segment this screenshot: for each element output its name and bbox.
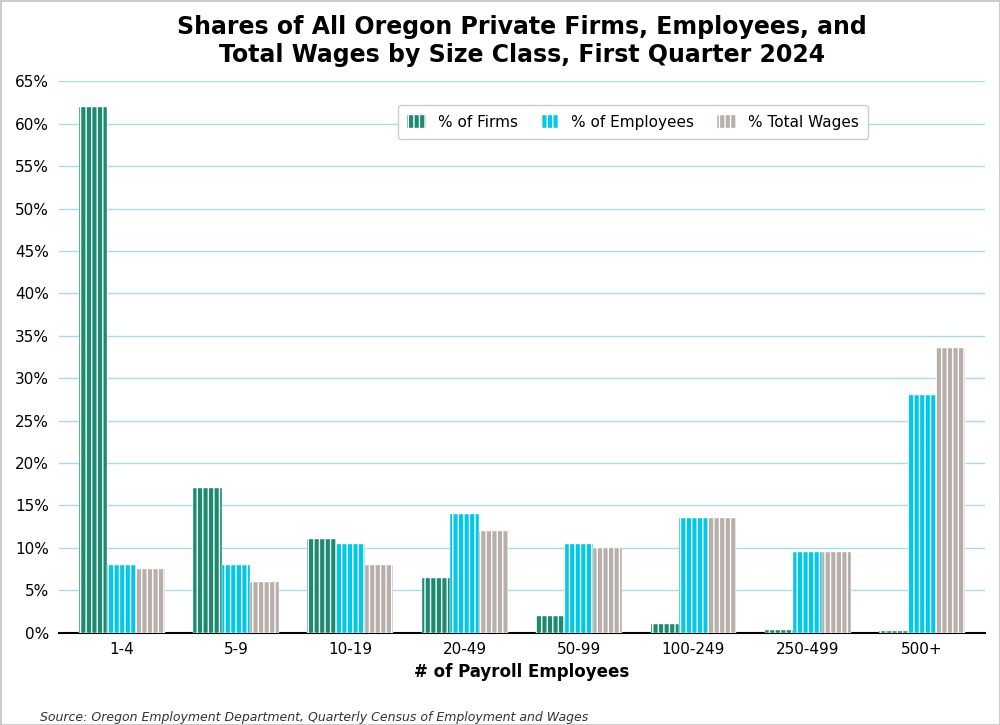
Bar [307, 539, 336, 633]
Bar [107, 565, 136, 633]
Bar [136, 569, 165, 633]
Bar [793, 552, 822, 633]
Bar [908, 395, 936, 633]
Bar [708, 518, 736, 633]
Bar [765, 630, 793, 633]
Bar [222, 565, 250, 633]
Bar [365, 565, 393, 633]
Bar [936, 349, 965, 633]
Text: Source: Oregon Employment Department, Quarterly Census of Employment and Wages: Source: Oregon Employment Department, Qu… [40, 711, 588, 724]
Bar [879, 631, 908, 633]
Bar [422, 578, 450, 633]
Bar [79, 107, 107, 633]
Bar [450, 514, 479, 633]
Bar [250, 582, 279, 633]
Bar [193, 489, 222, 633]
Bar [651, 624, 679, 633]
X-axis label: # of Payroll Employees: # of Payroll Employees [414, 663, 629, 681]
Legend: % of Firms, % of Employees, % Total Wages: % of Firms, % of Employees, % Total Wage… [398, 105, 868, 138]
Bar [593, 548, 622, 633]
Title: Shares of All Oregon Private Firms, Employees, and
Total Wages by Size Class, Fi: Shares of All Oregon Private Firms, Empl… [177, 15, 867, 67]
Bar [479, 531, 508, 633]
Bar [565, 544, 593, 633]
Bar [822, 552, 851, 633]
Bar [679, 518, 708, 633]
Bar [536, 616, 565, 633]
Bar [336, 544, 365, 633]
